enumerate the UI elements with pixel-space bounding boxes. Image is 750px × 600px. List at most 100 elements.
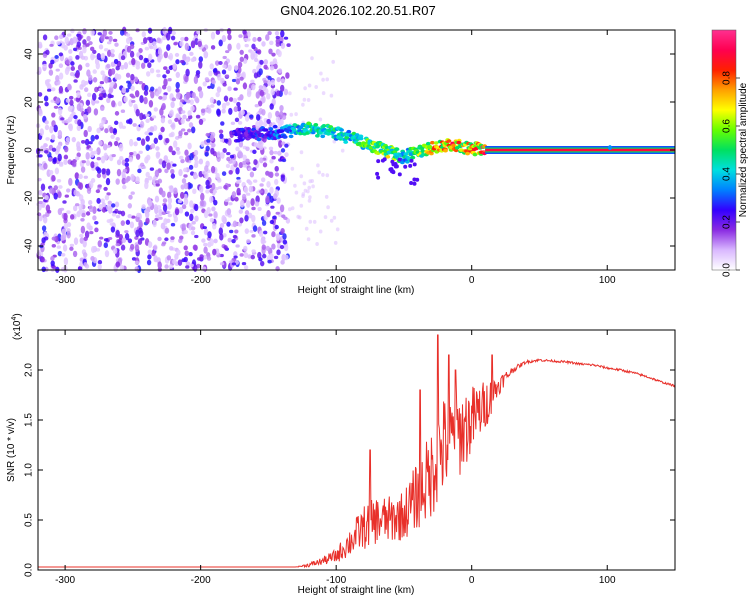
noise-speckle — [154, 195, 160, 203]
noise-speckle — [180, 59, 185, 64]
ridge-blob — [385, 155, 391, 159]
noise-speckle — [58, 85, 64, 94]
noise-speckle — [109, 222, 115, 226]
noise-speckle — [210, 165, 216, 174]
noise-speckle — [90, 255, 95, 262]
noise-speckle — [50, 260, 55, 267]
noise-speckle — [261, 244, 266, 250]
noise-speckle — [266, 118, 271, 124]
noise-speckle — [116, 168, 122, 177]
noise-speckle — [257, 251, 262, 259]
noise-speckle — [48, 69, 54, 76]
noise-speckle — [98, 87, 104, 92]
noise-speckle — [156, 73, 161, 78]
noise-speckle — [242, 82, 248, 90]
noise-speckle — [76, 193, 81, 197]
noise-speckle — [266, 210, 271, 218]
noise-speckle — [222, 55, 227, 60]
noise-speckle — [211, 182, 216, 190]
noise-speckle — [267, 171, 272, 178]
noise-speckle — [280, 30, 285, 38]
noise-speckle — [94, 162, 99, 167]
noise-speckle — [115, 229, 120, 237]
noise-speckle — [166, 32, 171, 41]
noise-speckle — [167, 77, 172, 82]
noise-speckle — [242, 58, 248, 64]
snr-y-tick-label: 1.0 — [24, 463, 35, 477]
noise-speckle — [146, 259, 152, 266]
noise-speckle — [219, 233, 224, 241]
noise-speckle — [157, 86, 162, 95]
noise-speckle — [265, 195, 270, 204]
ridge-blob — [456, 140, 462, 145]
noise-speckle — [161, 211, 166, 215]
noise-speckle — [198, 90, 204, 99]
noise-speckle — [105, 168, 111, 176]
noise-speckle — [276, 90, 281, 97]
noise-speckle — [155, 214, 160, 219]
noise-speckle — [189, 99, 194, 105]
noise-speckle — [184, 36, 189, 42]
noise-speckle — [72, 250, 78, 258]
noise-speckle — [187, 128, 192, 133]
noise-speckle — [153, 107, 158, 112]
noise-speckle — [299, 150, 304, 155]
noise-speckle — [103, 242, 109, 249]
noise-speckle — [185, 265, 190, 269]
noise-speckle — [285, 72, 290, 79]
noise-speckle — [151, 250, 156, 257]
noise-speckle — [204, 165, 209, 173]
noise-speckle — [102, 29, 108, 37]
noise-speckle — [38, 43, 43, 49]
spectrogram-x-label: Height of straight line (km) — [298, 285, 415, 296]
noise-speckle — [270, 205, 275, 209]
noise-speckle — [233, 255, 238, 259]
noise-speckle — [269, 252, 274, 260]
noise-speckle — [135, 90, 140, 98]
noise-speckle — [269, 195, 274, 203]
noise-speckle — [171, 97, 176, 102]
noise-speckle — [124, 232, 130, 241]
ridge-blob — [376, 175, 381, 180]
noise-speckle — [169, 239, 175, 243]
noise-speckle — [277, 50, 282, 58]
ridge-blob — [427, 145, 432, 149]
noise-speckle — [162, 198, 168, 203]
noise-speckle — [94, 221, 99, 225]
noise-speckle — [114, 42, 119, 47]
noise-speckle — [164, 168, 169, 174]
noise-speckle — [150, 86, 155, 92]
noise-speckle — [261, 41, 266, 47]
noise-speckle — [224, 74, 230, 78]
noise-speckle — [154, 169, 160, 178]
noise-speckle — [51, 236, 56, 241]
noise-speckle — [96, 173, 102, 179]
snr-multiplier: (x104) — [11, 313, 23, 340]
snr-multiplier-close: ) — [12, 313, 23, 316]
noise-speckle — [315, 242, 319, 246]
noise-speckle — [126, 37, 131, 45]
ridge-blob — [354, 133, 360, 137]
noise-speckle — [275, 211, 280, 215]
noise-speckle — [207, 107, 212, 114]
noise-speckle — [210, 104, 215, 108]
noise-speckle — [174, 208, 180, 216]
noise-speckle — [152, 245, 158, 250]
noise-speckle — [198, 61, 203, 69]
noise-speckle — [181, 204, 187, 210]
noise-speckle — [152, 219, 157, 228]
noise-speckle — [61, 120, 66, 124]
noise-speckle — [120, 29, 125, 36]
noise-speckle — [270, 79, 275, 86]
noise-speckle — [228, 169, 233, 175]
noise-speckle — [97, 32, 102, 36]
noise-speckle — [280, 78, 286, 84]
noise-speckle — [164, 227, 170, 234]
noise-speckle — [130, 191, 135, 195]
noise-speckle — [124, 230, 129, 234]
noise-speckle — [129, 152, 134, 156]
snr-x-tick-label: 100 — [599, 575, 616, 586]
noise-speckle — [107, 236, 113, 241]
noise-speckle — [269, 149, 274, 156]
noise-speckle — [85, 152, 90, 160]
